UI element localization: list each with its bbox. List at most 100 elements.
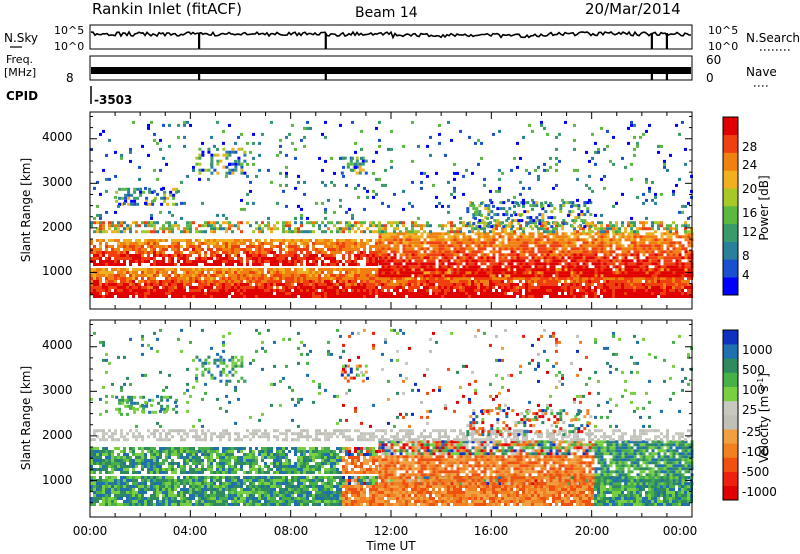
power-cell <box>495 292 498 295</box>
power-cell <box>444 277 447 280</box>
power-cell <box>591 235 595 239</box>
power-cell <box>577 225 581 229</box>
power-cell <box>517 219 521 223</box>
power-cell <box>372 171 375 175</box>
power-cell <box>225 254 228 257</box>
power-cell <box>378 280 381 283</box>
power-cell <box>486 274 490 278</box>
power-cell <box>532 219 536 223</box>
power-cell <box>360 289 363 292</box>
power-cell <box>666 247 670 251</box>
power-cell <box>618 286 621 289</box>
power-cell <box>609 283 612 286</box>
power-cell <box>444 265 448 269</box>
power-cell <box>228 150 232 154</box>
power-cell <box>147 286 150 289</box>
power-cell <box>171 254 174 257</box>
power-cell <box>639 265 643 269</box>
power-cell <box>552 241 556 245</box>
power-cell <box>426 271 429 274</box>
power-cell <box>384 183 387 187</box>
power-cell <box>160 187 164 191</box>
power-cell <box>378 274 382 278</box>
power-cell <box>681 256 685 260</box>
power-cell <box>333 274 336 277</box>
power-cell <box>148 190 152 194</box>
power-cell <box>273 277 276 280</box>
power-cell <box>135 289 138 292</box>
power-cell <box>267 283 270 286</box>
power-cell <box>186 254 189 257</box>
power-cell <box>582 244 586 248</box>
power-cell <box>537 259 541 263</box>
power-cell <box>475 207 479 211</box>
power-cell <box>261 271 264 274</box>
power-cell <box>210 153 214 157</box>
power-cell <box>222 248 225 251</box>
power-cell <box>330 286 333 289</box>
power-cell <box>528 271 531 274</box>
power-cell <box>219 257 222 260</box>
power-cell <box>552 259 556 263</box>
power-cell <box>234 286 237 289</box>
power-cell <box>147 289 150 292</box>
power-cell <box>487 213 491 217</box>
power-cell <box>225 230 228 234</box>
power-cell <box>180 263 183 266</box>
power-cell <box>535 219 539 223</box>
power-cell <box>414 221 417 225</box>
power-cell <box>285 174 288 178</box>
power-cell <box>606 265 610 269</box>
power-cell <box>633 232 637 236</box>
power-cell <box>243 286 246 289</box>
power-cell <box>541 207 545 211</box>
power-cell <box>294 239 297 242</box>
power-cell <box>402 224 405 228</box>
power-cell <box>378 283 381 286</box>
power-cell <box>300 251 303 254</box>
power-cell <box>351 251 354 254</box>
power-cell <box>282 277 285 280</box>
power-cell <box>477 250 481 254</box>
power-cell <box>462 274 466 278</box>
power-cell <box>231 150 235 154</box>
power-cell <box>399 259 403 263</box>
power-cell <box>453 177 456 181</box>
power-cell <box>408 232 412 236</box>
power-cell <box>672 268 676 272</box>
power-cell <box>657 259 661 263</box>
power-cell <box>636 256 640 260</box>
power-cell <box>681 274 685 278</box>
power-cell <box>177 239 180 242</box>
power-cell <box>360 147 363 151</box>
power-cell <box>687 244 691 248</box>
power-cell <box>192 168 195 172</box>
power-cell <box>522 283 525 286</box>
power-cell <box>471 265 475 269</box>
power-cell <box>378 259 382 263</box>
power-cell <box>297 289 300 292</box>
power-cell <box>198 260 201 263</box>
power-cell <box>480 280 483 283</box>
power-cell <box>369 283 372 286</box>
power-cell <box>219 295 222 298</box>
power-cell <box>321 221 324 225</box>
power-cell <box>213 251 216 254</box>
power-cell <box>636 286 639 289</box>
power-cell <box>234 289 237 292</box>
power-cell <box>577 207 581 211</box>
power-cell <box>222 280 225 283</box>
power-cell <box>177 189 180 193</box>
power-cell <box>447 277 450 280</box>
power-cell <box>393 253 397 257</box>
power-cell <box>294 156 297 160</box>
power-cell <box>570 268 574 272</box>
power-cell <box>222 274 225 277</box>
power-cell <box>486 292 489 295</box>
power-cell <box>576 274 579 277</box>
power-cell <box>327 254 330 257</box>
power-cell <box>162 260 165 263</box>
power-cell <box>411 256 415 260</box>
power-cell <box>534 277 537 280</box>
power-cell <box>225 156 229 160</box>
